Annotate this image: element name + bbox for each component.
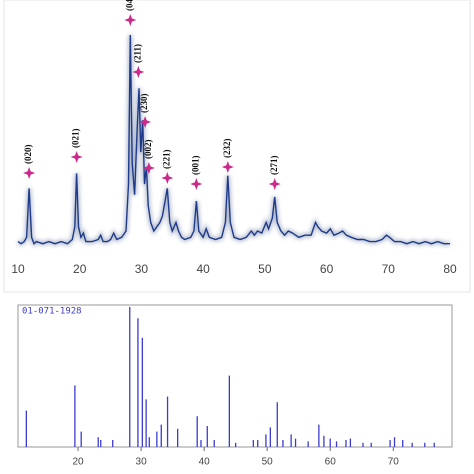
- x-tick-label: 60: [325, 457, 337, 468]
- peak-label: (002): [143, 140, 153, 160]
- peak-marker: [23, 167, 36, 179]
- x-tick-label: 40: [199, 457, 211, 468]
- x-tick-label: 20: [72, 457, 84, 468]
- peak-label: (230): [139, 94, 149, 114]
- x-tick-label: 80: [443, 262, 457, 276]
- x-tick-label: 40: [196, 262, 210, 276]
- peak-marker: [221, 161, 234, 173]
- peak-marker: [70, 151, 83, 163]
- bottom-frame: [17, 304, 453, 448]
- peak-marker: [139, 116, 152, 128]
- x-tick-label: 50: [258, 262, 272, 276]
- top-frame: [3, 0, 471, 293]
- x-tick-label: 70: [388, 457, 400, 468]
- peak-marker: [161, 172, 174, 184]
- peak-label: (020): [23, 145, 33, 165]
- peak-label: (001): [190, 156, 200, 176]
- x-tick-label: 20: [73, 262, 87, 276]
- peak-label: (232): [222, 139, 232, 159]
- x-tick-label: 30: [136, 457, 148, 468]
- peak-label: (211): [132, 44, 142, 63]
- line-glow: [16, 34, 450, 248]
- peak-label: (221): [161, 150, 171, 170]
- x-tick-label: 30: [135, 262, 149, 276]
- x-tick-label: 50: [262, 457, 274, 468]
- x-tick-label: 10: [11, 262, 25, 276]
- line: [17, 34, 450, 245]
- peak-label: (04: [124, 0, 134, 11]
- peak-marker: [132, 66, 145, 78]
- x-tick-label: 70: [382, 262, 396, 276]
- x-tick-label: 60: [320, 262, 334, 276]
- peak-marker: [124, 14, 137, 26]
- card-label: 01-071-1928: [22, 307, 82, 317]
- peak-marker: [268, 178, 281, 190]
- peak-marker: [142, 162, 155, 174]
- peak-label: (271): [269, 156, 279, 176]
- peak-marker: [190, 178, 203, 190]
- peak-label: (021): [71, 129, 81, 149]
